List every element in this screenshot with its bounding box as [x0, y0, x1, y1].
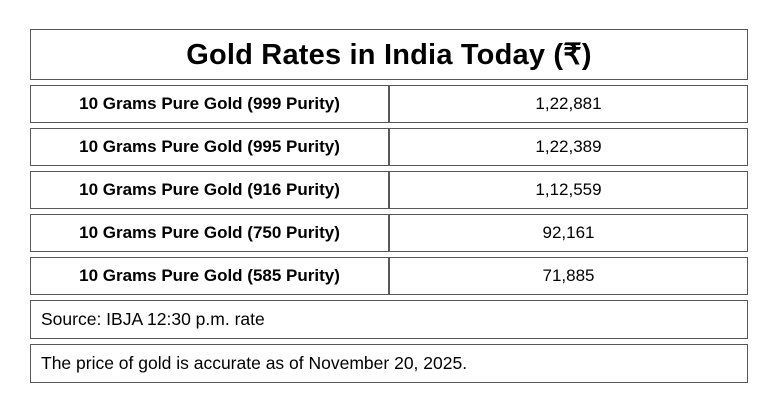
table-row: 10 Grams Pure Gold (999 Purity) 1,22,881 [30, 85, 748, 123]
rate-value: 92,161 [389, 214, 748, 252]
table-row: 10 Grams Pure Gold (750 Purity) 92,161 [30, 214, 748, 252]
source-note-row: Source: IBJA 12:30 p.m. rate [30, 300, 748, 339]
rate-value: 1,12,559 [389, 171, 748, 209]
purity-label: 10 Grams Pure Gold (916 Purity) [30, 171, 389, 209]
gold-rates-table: Gold Rates in India Today (₹) 10 Grams P… [30, 24, 748, 388]
table-row: 10 Grams Pure Gold (585 Purity) 71,885 [30, 257, 748, 295]
purity-label: 10 Grams Pure Gold (750 Purity) [30, 214, 389, 252]
table-row: 10 Grams Pure Gold (995 Purity) 1,22,389 [30, 128, 748, 166]
accuracy-note: The price of gold is accurate as of Nove… [30, 344, 748, 383]
rate-value: 71,885 [389, 257, 748, 295]
title-row: Gold Rates in India Today (₹) [30, 29, 748, 80]
purity-label: 10 Grams Pure Gold (995 Purity) [30, 128, 389, 166]
accuracy-note-row: The price of gold is accurate as of Nove… [30, 344, 748, 383]
source-note: Source: IBJA 12:30 p.m. rate [30, 300, 748, 339]
table-row: 10 Grams Pure Gold (916 Purity) 1,12,559 [30, 171, 748, 209]
rate-value: 1,22,389 [389, 128, 748, 166]
purity-label: 10 Grams Pure Gold (999 Purity) [30, 85, 389, 123]
purity-label: 10 Grams Pure Gold (585 Purity) [30, 257, 389, 295]
table-title: Gold Rates in India Today (₹) [30, 29, 748, 80]
rate-value: 1,22,881 [389, 85, 748, 123]
